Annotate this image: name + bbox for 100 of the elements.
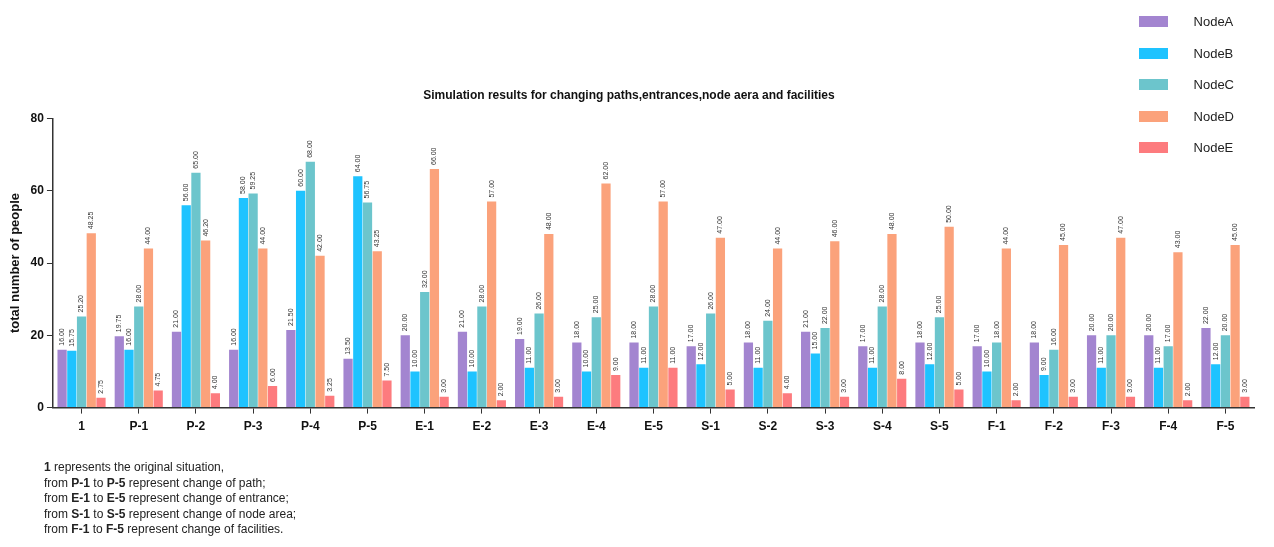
y-tick-label: 80: [30, 110, 45, 125]
x-tick-label: F-1: [987, 419, 1006, 434]
bar: [1106, 335, 1116, 408]
bar: [706, 313, 716, 408]
bar: [1153, 367, 1164, 408]
x-tick-label: F-3: [1102, 419, 1121, 434]
bar: [524, 367, 534, 408]
x-tick-label: E-2: [472, 419, 492, 434]
x-tick-label: P-2: [186, 419, 206, 434]
bar: [420, 291, 430, 408]
text: from P-1 to P-5 represent change of path;: [44, 475, 267, 491]
legend-label: NodeE: [1193, 140, 1234, 156]
bar: [124, 349, 134, 408]
bar: [86, 233, 96, 408]
bar: [925, 364, 935, 408]
bar: [800, 331, 811, 408]
bar: [353, 176, 363, 408]
bar: [1125, 396, 1136, 408]
bar: [553, 396, 564, 408]
bar: [477, 306, 487, 408]
bar: [191, 172, 201, 408]
bar: [343, 358, 353, 408]
x-tick-label: S-1: [701, 419, 721, 434]
legend-label: NodeB: [1193, 45, 1234, 61]
bar: [67, 350, 77, 408]
bar: [581, 371, 592, 408]
bar: [915, 342, 925, 408]
x-tick-label: P-4: [300, 419, 320, 434]
text: from E-1 to E-5 represent change of entrance;: [44, 491, 290, 507]
x-tick-label: E-3: [529, 419, 549, 434]
x-tick-label: 1: [78, 419, 86, 434]
bar: [134, 306, 144, 408]
bar: [1240, 396, 1250, 408]
bar: [238, 197, 249, 408]
bar: [725, 389, 735, 408]
bar: [1039, 375, 1049, 408]
bar: [1230, 244, 1240, 408]
bar: [534, 313, 544, 408]
text: from F-1 to F-5 represent change of facilities.: [44, 522, 285, 538]
bar: [305, 161, 315, 408]
bar: [897, 378, 907, 408]
bar: [572, 342, 582, 408]
bar: [382, 380, 392, 408]
x-tick-label: P-3: [243, 419, 263, 434]
bar: [639, 367, 649, 408]
bar: [1096, 367, 1106, 408]
bar: [1029, 342, 1039, 408]
legend-label: NodeA: [1193, 14, 1234, 30]
bar: [1001, 248, 1011, 408]
text: 1 represents the original situation,: [44, 460, 226, 476]
bar: [400, 335, 410, 408]
bar: [1211, 364, 1221, 408]
bar: [858, 346, 868, 408]
bar: [810, 353, 820, 408]
bar: [286, 329, 296, 408]
bar: [1163, 346, 1173, 408]
bar: [763, 320, 773, 408]
bar: [1116, 237, 1126, 408]
bar: [1201, 328, 1211, 408]
bar: [267, 385, 278, 408]
bar: [972, 346, 982, 408]
bar: [439, 396, 449, 408]
bar: [1011, 400, 1021, 408]
bar: [1058, 244, 1069, 408]
bar: [668, 367, 678, 408]
bar: [982, 371, 992, 408]
bar: [820, 328, 830, 408]
bar: [782, 393, 792, 408]
bar: [1220, 335, 1231, 408]
bar: [944, 226, 954, 408]
x-tick-label: S-2: [758, 419, 778, 434]
bar: [830, 241, 840, 408]
x-tick-label: S-4: [872, 419, 892, 434]
x-tick-label: F-2: [1044, 419, 1064, 434]
bar: [1144, 335, 1154, 408]
bar: [76, 316, 87, 408]
bar: [1049, 349, 1059, 408]
x-tick-label: F-5: [1216, 419, 1235, 434]
bar: [867, 367, 878, 408]
bar: [887, 234, 897, 408]
bar: [496, 400, 506, 408]
bar: [457, 331, 468, 408]
bar: [515, 338, 525, 408]
y-axis-title: total number of people: [7, 192, 23, 334]
chart-title: Simulation results for changing paths,entrances,node aera and facilities: [423, 87, 836, 102]
bar: [648, 306, 659, 408]
text: from S-1 to S-5 represent change of node area;: [44, 506, 297, 522]
bar: [877, 306, 887, 408]
x-tick-label: P-5: [358, 419, 378, 434]
bar: [429, 169, 440, 408]
bar: [743, 342, 754, 408]
bar: [258, 248, 268, 408]
y-tick-label: 40: [30, 255, 45, 270]
bar: [229, 349, 239, 408]
bar: [372, 251, 382, 408]
bar: [325, 395, 335, 408]
bar: [467, 371, 477, 408]
y-tick-label: 60: [30, 183, 45, 198]
bar: [1068, 396, 1078, 408]
bar: [143, 248, 154, 408]
